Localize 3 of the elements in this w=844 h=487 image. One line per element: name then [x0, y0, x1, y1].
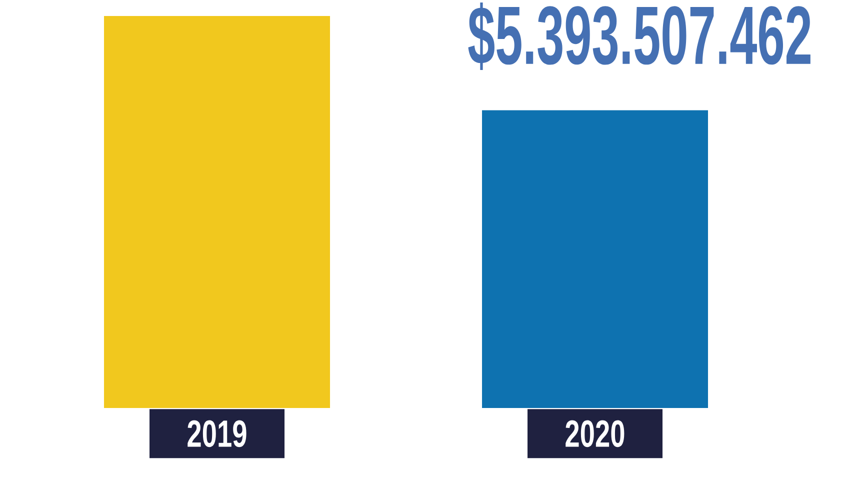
data-label: $5.393.507.462: [468, 2, 810, 70]
x-tick-label: 2020: [566, 420, 624, 448]
x-tick-label: 2019: [188, 420, 246, 448]
